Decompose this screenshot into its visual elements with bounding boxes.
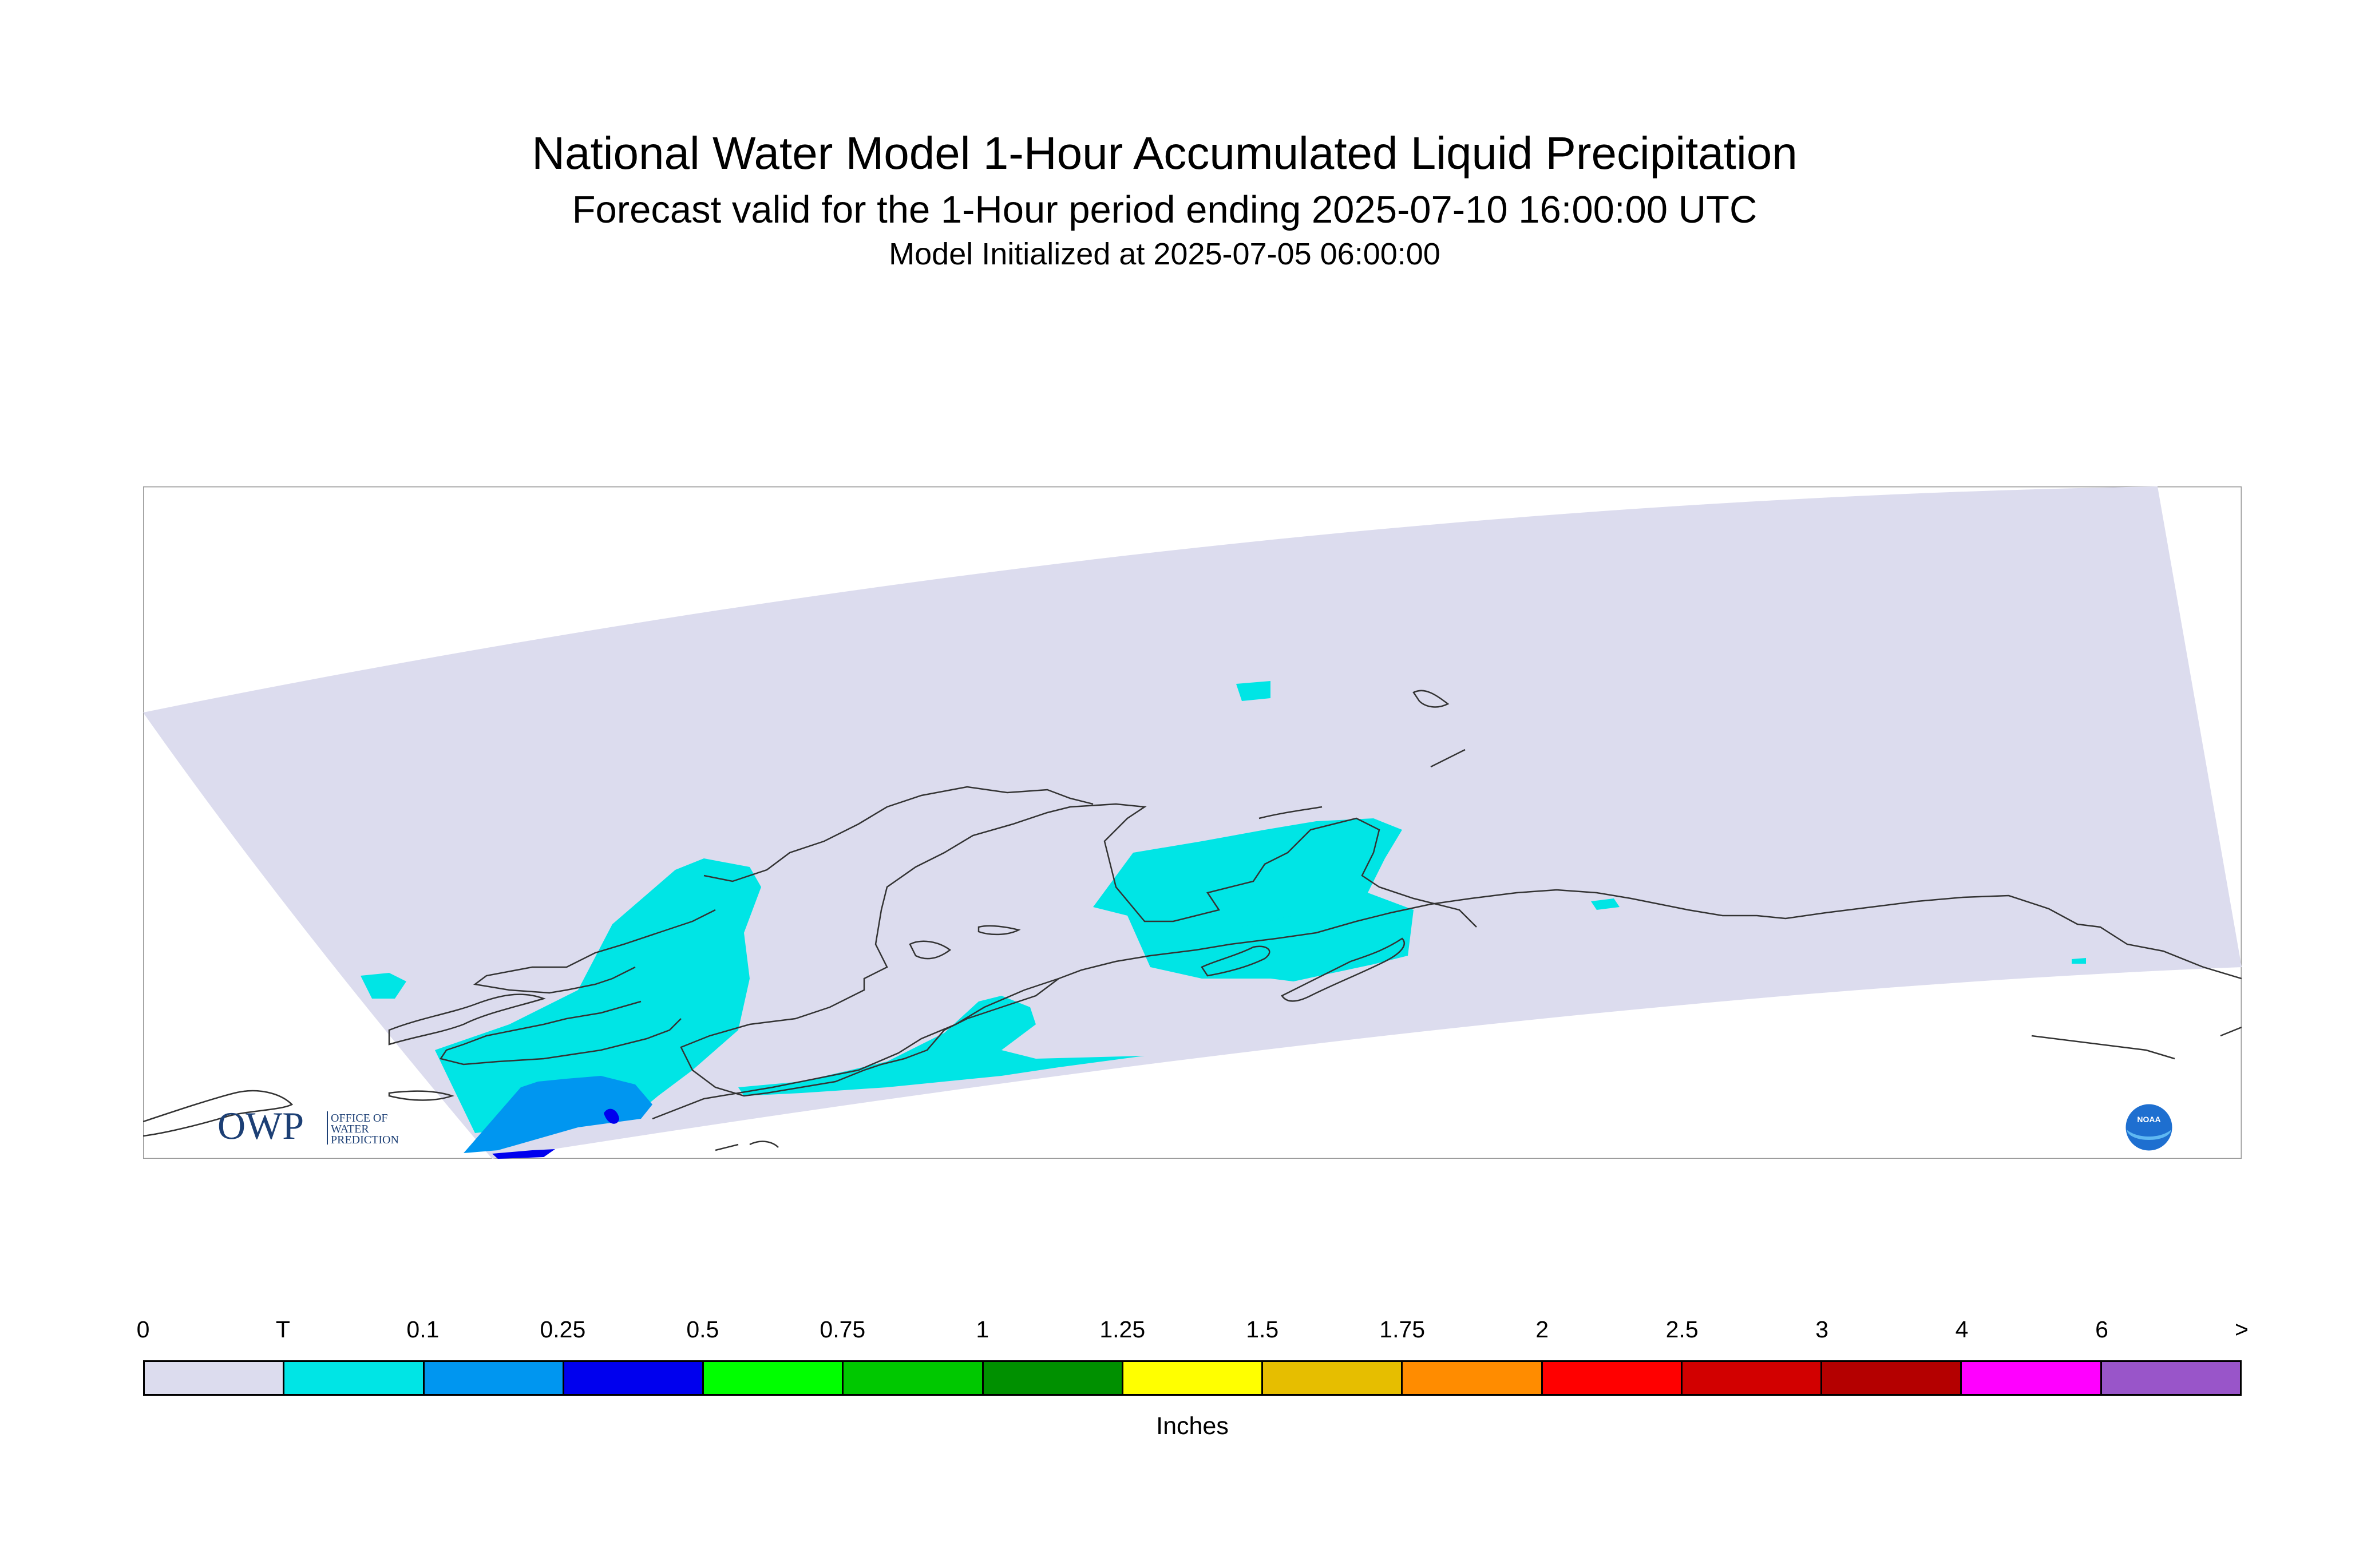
legend-swatch-6 (983, 1362, 1123, 1394)
legend-tick-label: 6 (2095, 1316, 2108, 1343)
legend-swatch-1 (284, 1362, 425, 1394)
model-init-time: Model Initialized at 2025-07-05 06:00:00 (889, 237, 1440, 271)
legend-tick-label: 0.1 (406, 1316, 440, 1343)
legend-swatch-11 (1682, 1362, 1823, 1394)
legend-tick-label: T (275, 1316, 290, 1343)
precip-moderate-area (604, 1108, 619, 1124)
legend-tick-label: 2 (1535, 1316, 1549, 1343)
legend-tick-label: 4 (1955, 1316, 1969, 1343)
precip-light-area (464, 1076, 652, 1153)
legend-swatch-0 (145, 1362, 285, 1394)
svg-text:WATER: WATER (331, 1123, 369, 1135)
legend-tick-label: 0.25 (540, 1316, 586, 1343)
legend-swatch-2 (424, 1362, 564, 1394)
legend-tick-label: 0 (136, 1316, 150, 1343)
precipitation-map: OWP OFFICE OF WATER PREDICTION NOAA (143, 486, 2242, 1159)
legend-tick-label: 1.25 (1099, 1316, 1146, 1343)
map-subtitle: Forecast valid for the 1-Hour period end… (572, 188, 1758, 231)
map-title: National Water Model 1-Hour Accumulated … (532, 128, 1798, 179)
legend-swatch-5 (844, 1362, 984, 1394)
svg-text:NOAA: NOAA (2137, 1115, 2160, 1124)
legend-tick-label: 0.75 (820, 1316, 866, 1343)
legend-units-label: Inches (1156, 1412, 1229, 1440)
legend-tick-label: 1.5 (1246, 1316, 1279, 1343)
legend-tick-label: > (2235, 1316, 2249, 1343)
legend-swatch-14 (2101, 1362, 2240, 1394)
svg-text:OFFICE OF: OFFICE OF (331, 1112, 387, 1124)
legend-swatch-13 (1962, 1362, 2102, 1394)
legend-swatch-12 (1822, 1362, 1962, 1394)
legend-tick-label: 1 (976, 1316, 989, 1343)
legend-tick-label: 3 (1815, 1316, 1828, 1343)
owp-logo: OWP OFFICE OF WATER PREDICTION (217, 1104, 399, 1147)
legend-swatch-3 (564, 1362, 704, 1394)
legend-tick-label: 2.5 (1665, 1316, 1699, 1343)
precip-trace-areas (361, 681, 2086, 1133)
legend-tick-label: 1.75 (1379, 1316, 1426, 1343)
legend-colorbar (143, 1360, 2242, 1396)
legend-swatch-9 (1403, 1362, 1543, 1394)
svg-text:OWP: OWP (217, 1104, 304, 1147)
legend-tick-label: 0.5 (686, 1316, 719, 1343)
precipitation-legend: 0 T 0.1 0.25 0.5 0.75 1 1.25 1.5 1.75 2 2.5 3 4 6 > Inc… (137, 1316, 2249, 1459)
legend-swatch-10 (1542, 1362, 1683, 1394)
coastlines (143, 690, 2242, 1151)
legend-swatch-8 (1263, 1362, 1403, 1394)
legend-swatch-4 (704, 1362, 844, 1394)
noaa-logo: NOAA (2124, 1102, 2174, 1153)
svg-text:PREDICTION: PREDICTION (331, 1134, 399, 1146)
legend-swatch-7 (1123, 1362, 1264, 1394)
